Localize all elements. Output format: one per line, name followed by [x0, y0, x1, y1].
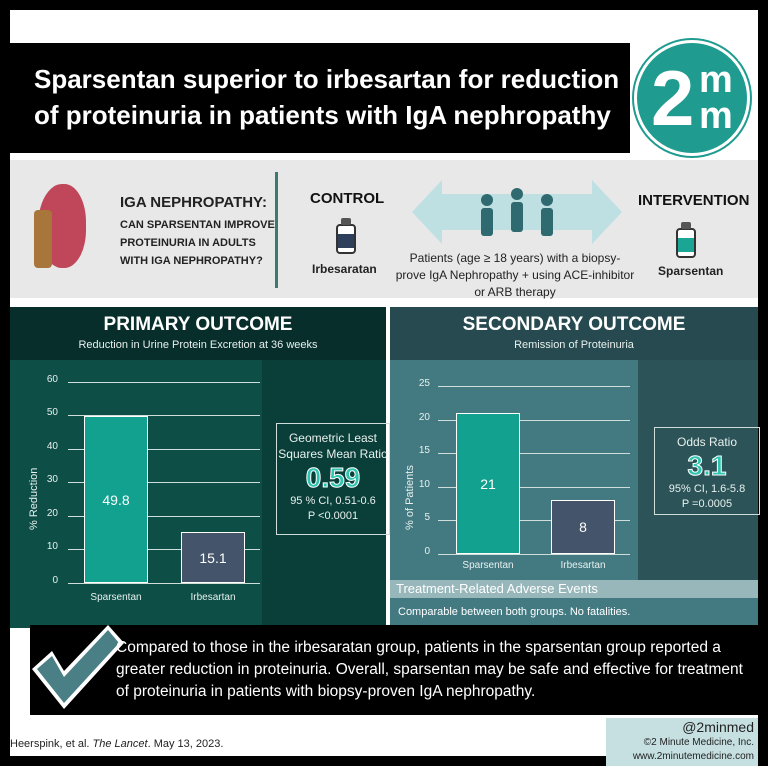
- infographic: Sparsentan superior to irbesartan for re…: [10, 10, 760, 766]
- website-link[interactable]: www.2minutemedicine.com: [632, 751, 754, 762]
- secondary-stat-area: [638, 360, 758, 580]
- gridline: [68, 449, 260, 450]
- gridline: [68, 382, 260, 383]
- logo-two: 2: [651, 54, 695, 142]
- gridline: [68, 516, 260, 517]
- x-label: Sparsentan: [462, 560, 514, 571]
- brand-box: @2minmed ©2 Minute Medicine, Inc. www.2m…: [606, 718, 758, 766]
- y-tick: 15: [418, 445, 430, 456]
- primary-header: PRIMARY OUTCOME Reduction in Urine Prote…: [10, 307, 386, 360]
- 2m-logo: 2 m m TM: [634, 40, 750, 156]
- stat-ci: 95 % CI, 0.51-0.6: [290, 495, 376, 507]
- primary-stat-area: [262, 360, 386, 628]
- primary-subtitle: Reduction in Urine Protein Excretion at …: [78, 339, 318, 351]
- control-heading: CONTROL: [310, 190, 385, 207]
- stat-label: Geometric Least Squares Mean Ratio: [278, 431, 388, 461]
- conclusion-text: Compared to those in the irbesaratan gro…: [116, 639, 743, 700]
- stat-p: P <0.0001: [307, 510, 359, 522]
- y-tick: 0: [424, 546, 430, 557]
- gridline: [438, 386, 630, 387]
- study-design: IGA NEPHROPATHY: CAN SPARSENTAN IMPROVE …: [10, 160, 758, 299]
- logo-m-top: m: [699, 59, 733, 101]
- y-tick: 0: [52, 575, 58, 586]
- y-tick: 10: [46, 541, 58, 552]
- secondary-header: SECONDARY OUTCOME Remission of Proteinur…: [390, 307, 758, 360]
- title-line-2: of proteinuria in patients with IgA neph…: [34, 100, 611, 130]
- adverse-events-text: Comparable between both groups. No fatal…: [390, 598, 758, 628]
- question-title: IGA NEPHROPATHY:: [120, 194, 267, 211]
- stat-ci: 95% CI, 1.6-5.8: [668, 483, 746, 495]
- population-description: Patients (age ≥ 18 years) with a biopsy-…: [395, 251, 635, 299]
- gridline: [438, 520, 630, 521]
- gridline: [438, 487, 630, 488]
- y-tick: 10: [418, 479, 430, 490]
- bar-sparsentan: 21: [456, 413, 520, 554]
- patients-icon: [481, 188, 553, 236]
- social-handle: @2minmed: [682, 719, 754, 735]
- pill-bottle-icon: [336, 218, 356, 254]
- citation-authors: Heerspink, et al.: [10, 738, 93, 750]
- gridline: [68, 415, 260, 416]
- citation-journal: The Lancet: [92, 738, 148, 750]
- pill-bottle-icon: [676, 222, 696, 258]
- copyright: ©2 Minute Medicine, Inc.: [643, 737, 754, 748]
- x-label: Sparsentan: [90, 592, 142, 603]
- stat-value: 0.59: [305, 462, 361, 494]
- ureter-icon: [34, 210, 52, 268]
- stat-label: Odds Ratio: [676, 435, 738, 449]
- y-tick: 20: [46, 508, 58, 519]
- question-body: CAN SPARSENTAN IMPROVE PROTEINURIA IN AD…: [120, 219, 275, 267]
- logo-tm: TM: [737, 57, 746, 63]
- logo-m-bottom: m: [699, 95, 733, 137]
- title-bar: Sparsentan superior to irbesartan for re…: [10, 43, 630, 153]
- citation-date: . May 13, 2023.: [147, 738, 224, 750]
- primary-outcome-panel: PRIMARY OUTCOME Reduction in Urine Prote…: [10, 307, 390, 628]
- secondary-stat-box: Odds Ratio 3.1 95% CI, 1.6-5.8 P =0.0005: [654, 427, 760, 515]
- primary-title: PRIMARY OUTCOME: [103, 314, 293, 335]
- primary-stat-box: Geometric Least Squares Mean Ratio 0.59 …: [276, 423, 390, 535]
- y-tick: 20: [418, 412, 430, 423]
- gridline: [438, 554, 630, 555]
- conclusion-box: Compared to those in the irbesaratan gro…: [30, 625, 758, 715]
- y-tick: 50: [46, 407, 58, 418]
- gridline: [68, 482, 260, 483]
- x-label: Irbesartan: [560, 560, 606, 571]
- y-tick: 60: [46, 374, 58, 385]
- gridline: [438, 453, 630, 454]
- gridline: [68, 583, 260, 584]
- control-drug: Irbesaratan: [312, 262, 377, 276]
- bar-irbesartan: 8: [551, 500, 615, 554]
- y-tick: 5: [424, 512, 430, 523]
- stat-value: 3.1: [687, 450, 727, 482]
- adverse-events-heading: Treatment-Related Adverse Events: [390, 580, 758, 598]
- secondary-subtitle: Remission of Proteinuria: [514, 339, 634, 351]
- checkmark-icon: [32, 625, 124, 709]
- intervention-heading: INTERVENTION: [638, 192, 750, 209]
- title-line-1: Sparsentan superior to irbesartan for re…: [34, 64, 620, 94]
- intervention-drug: Sparsentan: [658, 264, 724, 278]
- y-tick: 40: [46, 441, 58, 452]
- citation: Heerspink, et al. The Lancet. May 13, 20…: [10, 738, 223, 750]
- bar-irbesartan: 15.1: [181, 532, 245, 583]
- secondary-title: SECONDARY OUTCOME: [462, 314, 686, 335]
- gridline: [68, 549, 260, 550]
- bar-sparsentan: 49.8: [84, 416, 148, 583]
- y-tick: 30: [46, 474, 58, 485]
- double-arrow-icon: [412, 180, 622, 244]
- secondary-chart: % of Patients 25 20 15 10 5 0 21 8 Spars…: [390, 360, 638, 580]
- x-label: Irbesartan: [190, 592, 236, 603]
- stat-p: P =0.0005: [681, 498, 733, 510]
- gridline: [438, 420, 630, 421]
- primary-chart: % Reduction 60 50 40 30 20 10 0 49.8 15.…: [10, 360, 262, 628]
- divider: [275, 172, 278, 288]
- secondary-outcome-panel: SECONDARY OUTCOME Remission of Proteinur…: [390, 307, 760, 628]
- y-tick: 25: [418, 378, 430, 389]
